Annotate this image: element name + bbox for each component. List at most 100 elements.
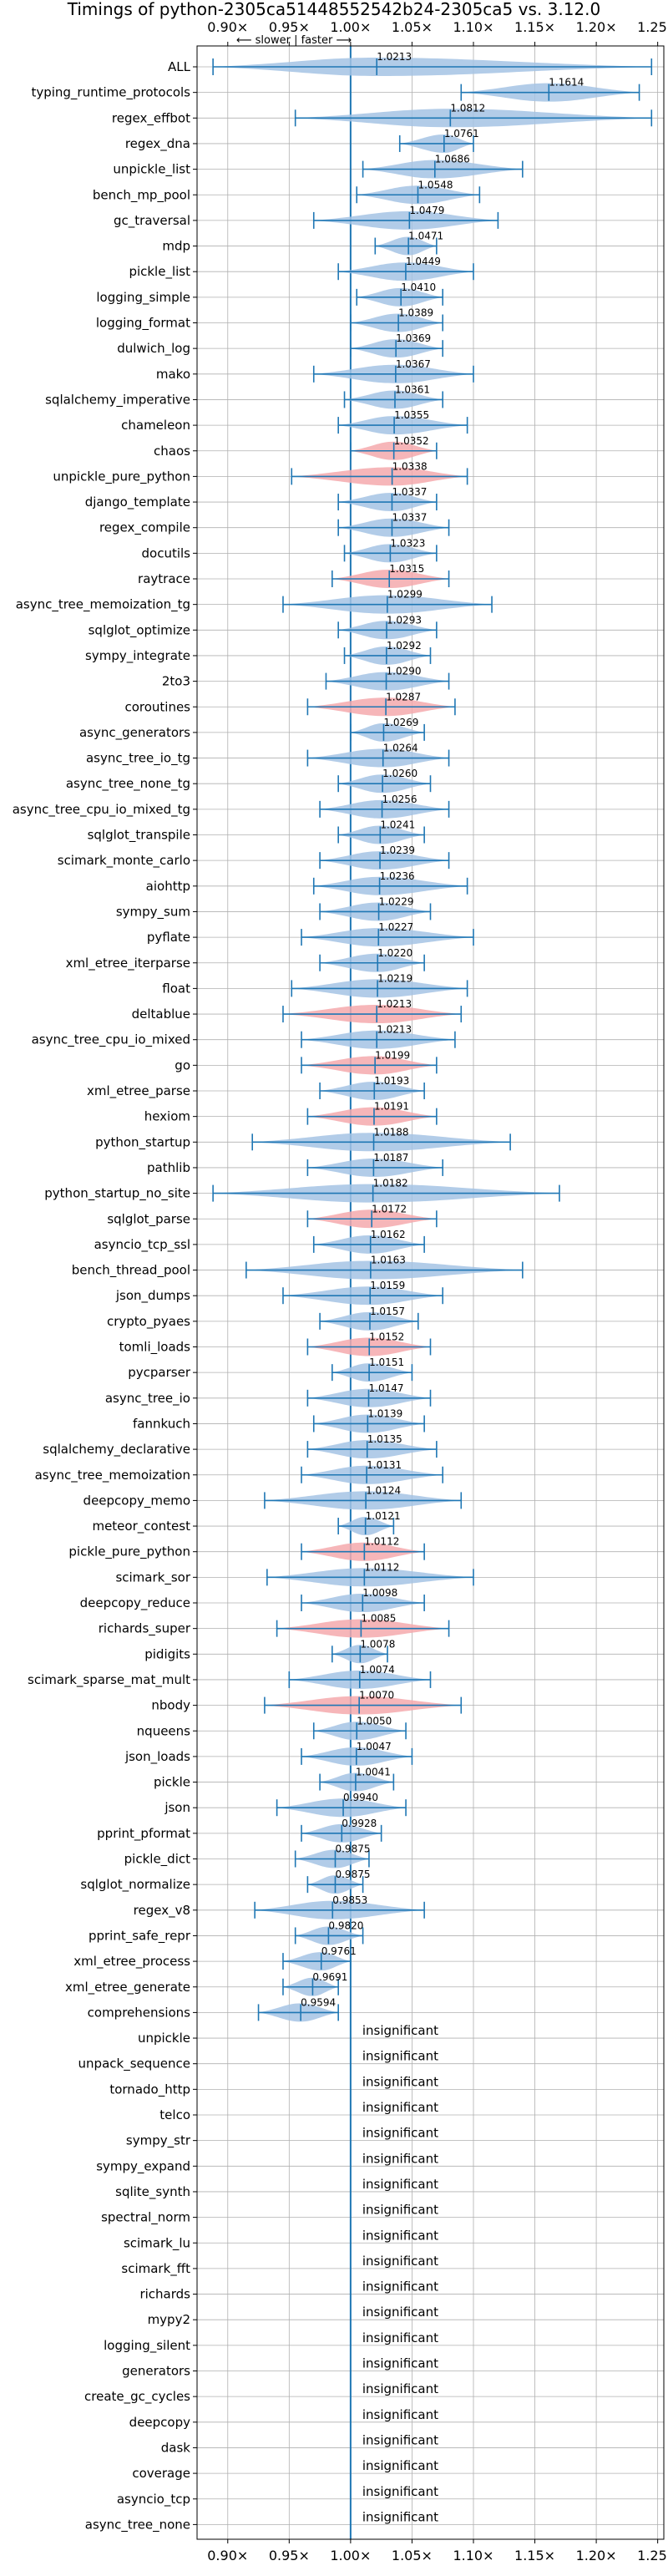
insignificant-label: insignificant xyxy=(362,2509,438,2524)
benchmark-name: tomli_loads xyxy=(119,1340,191,1356)
benchmark-name: pickle_pure_python xyxy=(68,1544,190,1560)
benchmark-name: deltablue xyxy=(132,1007,190,1022)
benchmark-name: sympy_str xyxy=(126,2133,191,2149)
axis-layer: 0.90× 0.90× 0.95× 0.95× 1.00× 1.00× 1.05× 1.05×… xyxy=(193,19,668,2563)
value-label: 1.0256 xyxy=(382,794,418,805)
benchmark-name: docutils xyxy=(142,545,191,560)
value-label: 1.0236 xyxy=(380,870,415,882)
value-label: 1.0761 xyxy=(444,128,479,139)
x-tick-label-top: 1.20× xyxy=(576,19,617,35)
benchmark-name: mypy2 xyxy=(148,2312,190,2327)
value-label: 1.0352 xyxy=(394,435,429,447)
benchmark-name: 2to3 xyxy=(162,674,190,689)
x-tick-label-bottom: 1.10× xyxy=(453,2548,493,2563)
x-tick-label-bottom: 0.90× xyxy=(207,2548,248,2563)
benchmark-name: scimark_fft xyxy=(121,2261,190,2277)
insignificant-label: insignificant xyxy=(362,2049,438,2064)
insignificant-label: insignificant xyxy=(362,2100,438,2115)
benchmark-name: sqlalchemy_declarative xyxy=(43,1442,190,1458)
benchmark-name: sympy_sum xyxy=(116,904,190,920)
benchmark-name: xml_etree_generate xyxy=(65,1980,190,1995)
benchmark-name: richards_super xyxy=(99,1621,191,1637)
benchmark-name: xml_etree_iterparse xyxy=(66,956,190,971)
x-tick-label-top: 1.15× xyxy=(514,19,555,35)
benchmark-name: sqlglot_transpile xyxy=(88,828,190,844)
value-label: 1.0229 xyxy=(379,895,414,907)
label-layer: ALL 1.0213 typing_runtime_protocols 1.1614 r… xyxy=(13,51,584,2533)
value-label: 1.0213 xyxy=(377,1024,412,1036)
value-label: 1.0686 xyxy=(435,154,470,165)
value-label: 1.0074 xyxy=(360,1664,395,1676)
value-label: 1.0121 xyxy=(366,1510,401,1522)
benchmark-name: regex_effbot xyxy=(112,110,190,126)
insignificant-label: insignificant xyxy=(362,2356,438,2371)
benchmark-name: async_tree_cpu_io_mixed xyxy=(32,1032,190,1048)
value-label: 1.0041 xyxy=(356,1767,391,1778)
value-label: 1.0050 xyxy=(357,1715,392,1727)
benchmark-name: gc_traversal xyxy=(114,213,190,229)
x-tick-label-bottom: 1.05× xyxy=(392,2548,433,2563)
benchmark-name: go xyxy=(175,1057,190,1072)
value-label: 1.0172 xyxy=(372,1203,407,1214)
insignificant-label: insignificant xyxy=(362,2203,438,2218)
insignificant-label: insignificant xyxy=(362,2305,438,2320)
benchmark-name: bench_thread_pool xyxy=(72,1263,190,1279)
benchmark-name: xml_etree_parse xyxy=(87,1083,190,1099)
insignificant-label: insignificant xyxy=(362,2432,438,2447)
benchmark-name: regex_compile xyxy=(99,520,190,536)
benchmark-name: pycparser xyxy=(128,1365,191,1380)
benchmark-name: scimark_lu xyxy=(124,2235,190,2251)
value-label: 1.0163 xyxy=(371,1255,406,1266)
value-label: 1.0135 xyxy=(367,1433,402,1445)
value-label: 1.0227 xyxy=(378,921,413,933)
insignificant-label: insignificant xyxy=(362,2458,438,2473)
benchmark-name: telco xyxy=(159,2107,190,2122)
x-tick-label-top: 0.95× xyxy=(269,19,310,35)
benchmark-name: asyncio_tcp xyxy=(117,2492,190,2508)
insignificant-label: insignificant xyxy=(362,2228,438,2243)
benchmark-name: ALL xyxy=(168,59,191,74)
insignificant-label: insignificant xyxy=(362,2484,438,2499)
value-label: 1.0157 xyxy=(370,1306,405,1317)
value-label: 1.0260 xyxy=(382,768,418,779)
benchmark-name: unpickle_pure_python xyxy=(53,469,190,484)
value-label: 1.1614 xyxy=(549,77,584,89)
benchmark-name: aiohttp xyxy=(146,879,190,894)
benchmark-name: async_tree_memoization_tg xyxy=(16,597,190,613)
benchmark-name: async_tree_io_tg xyxy=(86,751,190,767)
benchmark-name: raytrace xyxy=(138,571,190,586)
value-label: 1.0323 xyxy=(390,537,425,549)
insignificant-label: insignificant xyxy=(362,2126,438,2141)
value-label: 1.0290 xyxy=(387,666,422,677)
benchmark-name: sqlalchemy_imperative xyxy=(45,392,190,408)
value-label: 1.0213 xyxy=(377,998,412,1010)
benchmark-name: pickle_list xyxy=(129,264,190,280)
benchmark-name: generators xyxy=(122,2364,190,2379)
benchmark-name: pyflate xyxy=(147,930,190,945)
value-label: 1.0219 xyxy=(377,972,412,984)
benchmark-name: coverage xyxy=(132,2466,190,2481)
benchmark-name: scimark_sor xyxy=(115,1569,190,1585)
value-label: 1.0147 xyxy=(369,1382,404,1394)
benchmark-name: json_loads xyxy=(124,1749,190,1765)
benchmark-name: pathlib xyxy=(147,1160,190,1175)
benchmark-name: sympy_integrate xyxy=(85,648,190,664)
insignificant-label: insignificant xyxy=(362,2023,438,2038)
insignificant-label: insignificant xyxy=(362,2279,438,2295)
benchmark-name: async_generators xyxy=(79,725,190,741)
benchmark-name: python_startup xyxy=(95,1134,190,1150)
value-label: 1.0098 xyxy=(362,1587,397,1599)
benchmark-name: async_tree_io xyxy=(105,1391,190,1407)
value-label: 1.0070 xyxy=(359,1690,394,1701)
x-tick-label-bottom: 1.25× xyxy=(637,2548,668,2563)
benchmark-name: chameleon xyxy=(121,418,190,433)
benchmark-name: unpickle_list xyxy=(113,162,190,178)
benchmark-name: meteor_contest xyxy=(92,1519,190,1534)
benchmark-name: coroutines xyxy=(124,699,190,714)
benchmark-name: dask xyxy=(161,2440,191,2455)
value-label: 1.0389 xyxy=(398,307,433,319)
value-label: 1.0337 xyxy=(392,512,427,524)
benchmark-name: deepcopy_reduce xyxy=(80,1595,190,1611)
value-label: 1.0299 xyxy=(387,589,423,601)
benchmark-name: nqueens xyxy=(137,1723,190,1738)
